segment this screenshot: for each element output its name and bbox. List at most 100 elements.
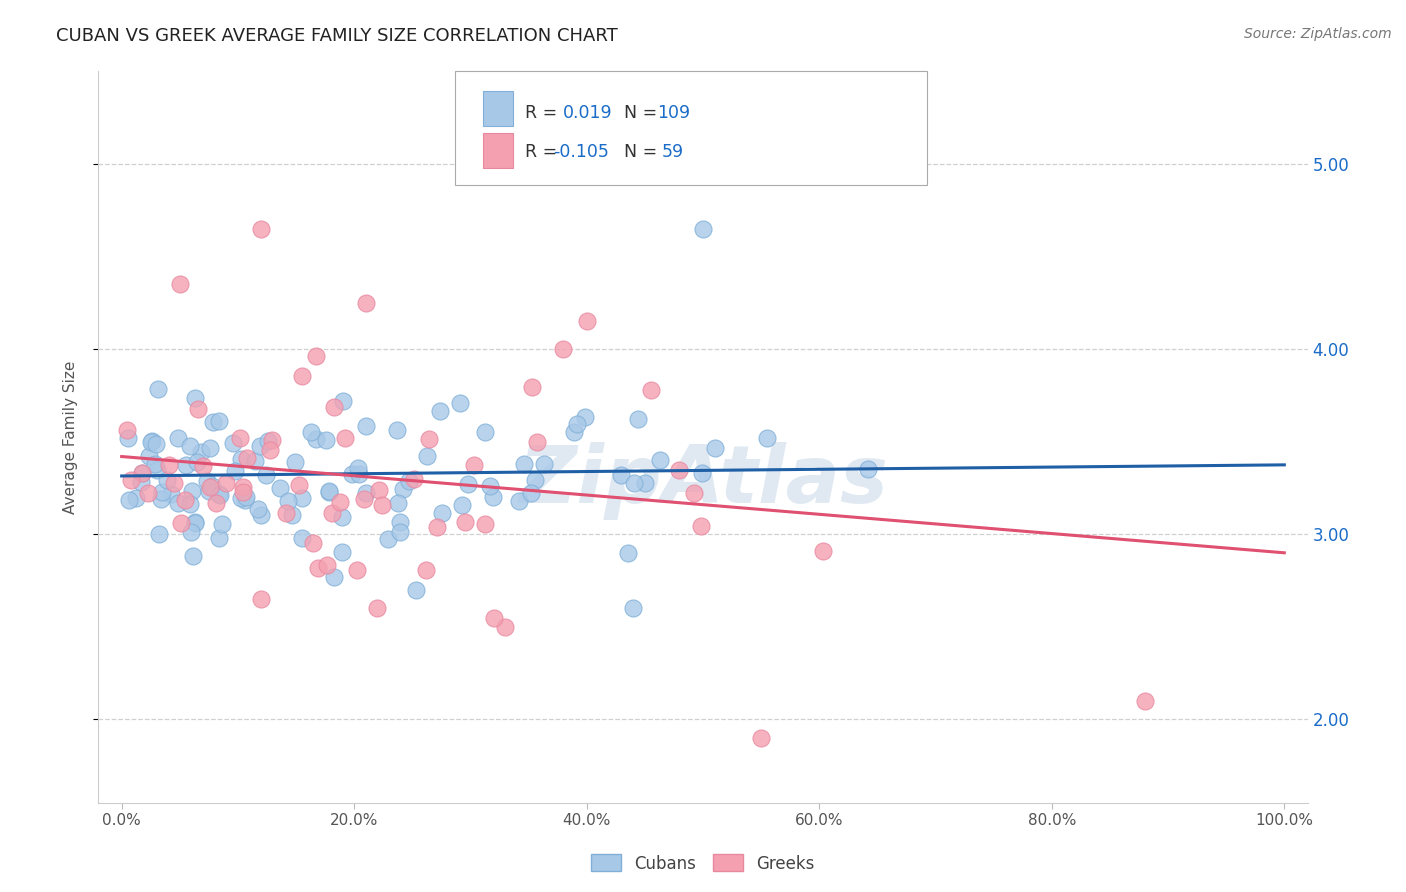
- Text: -0.105: -0.105: [553, 143, 609, 161]
- Point: [117, 431, 139, 445]
- Point: [353, 492, 375, 507]
- Point: [321, 506, 343, 520]
- Point: [508, 494, 530, 508]
- Point: [398, 474, 420, 488]
- Point: [330, 510, 353, 524]
- Point: [125, 491, 148, 505]
- Point: [160, 487, 183, 501]
- Point: [377, 533, 399, 547]
- Point: [179, 498, 201, 512]
- Point: [150, 485, 173, 500]
- FancyBboxPatch shape: [456, 71, 927, 185]
- Point: [129, 475, 152, 489]
- Point: [274, 506, 297, 520]
- Point: [215, 475, 238, 490]
- Text: R =: R =: [526, 104, 558, 122]
- Point: [367, 483, 389, 498]
- Point: [174, 458, 197, 472]
- Point: [307, 561, 329, 575]
- Point: [305, 432, 328, 446]
- Point: [187, 402, 209, 417]
- Text: R =: R =: [526, 143, 558, 161]
- Point: [250, 592, 273, 607]
- Point: [291, 531, 314, 545]
- Point: [392, 482, 415, 496]
- Point: [284, 455, 307, 469]
- Point: [198, 481, 221, 495]
- Point: [749, 731, 772, 745]
- Text: Source: ZipAtlas.com: Source: ZipAtlas.com: [1244, 27, 1392, 41]
- Point: [333, 431, 356, 445]
- Text: 59: 59: [662, 143, 683, 161]
- Point: [482, 610, 505, 624]
- Point: [232, 485, 254, 500]
- Y-axis label: Average Family Size: Average Family Size: [63, 360, 77, 514]
- Point: [229, 452, 252, 467]
- Point: [235, 490, 257, 504]
- Text: N =: N =: [624, 143, 658, 161]
- Point: [224, 464, 246, 478]
- Point: [131, 467, 153, 481]
- Point: [415, 449, 437, 463]
- Point: [315, 434, 337, 448]
- Point: [179, 439, 201, 453]
- Point: [149, 491, 172, 506]
- Point: [366, 601, 388, 615]
- Point: [704, 442, 727, 456]
- Point: [180, 525, 202, 540]
- Point: [145, 463, 167, 477]
- Point: [354, 485, 377, 500]
- Point: [430, 507, 453, 521]
- Point: [198, 442, 221, 456]
- Point: [249, 508, 271, 523]
- Point: [692, 221, 714, 235]
- Point: [454, 515, 477, 529]
- Point: [250, 221, 273, 235]
- Point: [332, 394, 354, 409]
- Text: CUBAN VS GREEK AVERAGE FAMILY SIZE CORRELATION CHART: CUBAN VS GREEK AVERAGE FAMILY SIZE CORRE…: [56, 27, 619, 45]
- Point: [318, 483, 340, 498]
- Point: [610, 467, 633, 482]
- Point: [449, 396, 471, 410]
- Text: 0.019: 0.019: [562, 104, 613, 122]
- Point: [170, 516, 193, 530]
- Point: [404, 472, 426, 486]
- Point: [388, 515, 411, 529]
- Point: [429, 404, 451, 418]
- Legend: Cubans, Greeks: Cubans, Greeks: [585, 847, 821, 880]
- Point: [565, 417, 588, 432]
- Point: [211, 516, 233, 531]
- Point: [299, 425, 322, 440]
- Point: [318, 484, 340, 499]
- Point: [329, 495, 352, 509]
- Point: [184, 516, 207, 530]
- Point: [173, 492, 195, 507]
- Point: [388, 525, 411, 540]
- Point: [181, 483, 204, 498]
- Point: [148, 382, 170, 396]
- Point: [136, 486, 159, 500]
- Point: [222, 436, 245, 450]
- Point: [354, 419, 377, 434]
- Point: [330, 545, 353, 559]
- Point: [262, 434, 284, 448]
- Point: [347, 467, 370, 481]
- Point: [231, 491, 253, 505]
- Point: [277, 493, 299, 508]
- Point: [478, 479, 501, 493]
- Point: [205, 496, 228, 510]
- FancyBboxPatch shape: [482, 133, 513, 168]
- Point: [117, 423, 139, 437]
- Point: [184, 391, 207, 405]
- Point: [426, 520, 449, 534]
- Point: [682, 486, 704, 500]
- Point: [574, 409, 596, 424]
- Point: [668, 463, 690, 477]
- Point: [257, 434, 280, 449]
- Point: [370, 498, 392, 512]
- Point: [354, 295, 377, 310]
- Point: [481, 490, 503, 504]
- Point: [621, 601, 644, 615]
- Point: [198, 483, 221, 498]
- Point: [457, 476, 479, 491]
